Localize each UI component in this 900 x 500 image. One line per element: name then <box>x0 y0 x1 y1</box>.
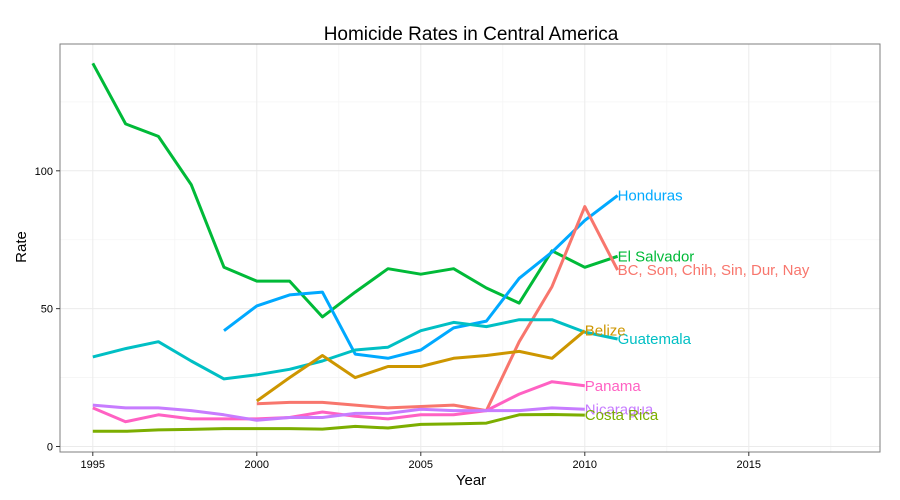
x-tick-label: 1995 <box>81 459 105 471</box>
series-line-guatemala <box>92 318 618 381</box>
series-line-bc-son-chih-sin-dur-nay <box>256 205 619 413</box>
grid <box>60 44 880 452</box>
series-label-honduras: Honduras <box>618 188 683 205</box>
x-axis: 1995 2000 2005 2010 2015 <box>81 452 761 471</box>
y-axis-title: Rate <box>13 231 30 263</box>
x-axis-title: Year <box>456 472 486 489</box>
series-label-nicaragua: Nicaragua <box>585 401 654 418</box>
panel-background <box>60 44 880 452</box>
series-label-belize: Belize <box>585 323 626 340</box>
x-tick-label: 2005 <box>409 459 433 471</box>
x-tick-label: 2000 <box>245 459 269 471</box>
series-labels: El Salvador Honduras BC, Son, Chih, Sin, D… <box>585 188 810 424</box>
series-line-el-salvador <box>91 62 619 319</box>
series-line-nicaragua <box>92 403 585 422</box>
y-tick-label: 50 <box>41 304 53 316</box>
series-label-costa-rica: Costa Rica <box>585 407 659 424</box>
series-label-bc-son-chih-sin-dur-nay: BC, Son, Chih, Sin, Dur, Nay <box>618 262 810 279</box>
panel-border <box>59 43 881 453</box>
series-line-costa-rica <box>92 413 585 433</box>
series-label-el-salvador: El Salvador <box>618 248 695 265</box>
series-line-honduras <box>223 194 619 360</box>
y-tick-label: 0 <box>47 441 53 453</box>
chart-title: Homicide Rates in Central America <box>324 24 619 45</box>
series-lines <box>91 62 619 433</box>
plot-panel: El Salvador Honduras BC, Son, Chih, Sin, D… <box>59 43 881 453</box>
x-tick-label: 2015 <box>737 459 761 471</box>
series-label-panama: Panama <box>585 378 642 395</box>
series-line-belize <box>255 329 586 403</box>
y-axis: 0 50 100 <box>35 166 60 453</box>
series-label-guatemala: Guatemala <box>618 331 692 348</box>
x-tick-label: 2010 <box>573 459 597 471</box>
y-tick-label: 100 <box>35 166 53 178</box>
